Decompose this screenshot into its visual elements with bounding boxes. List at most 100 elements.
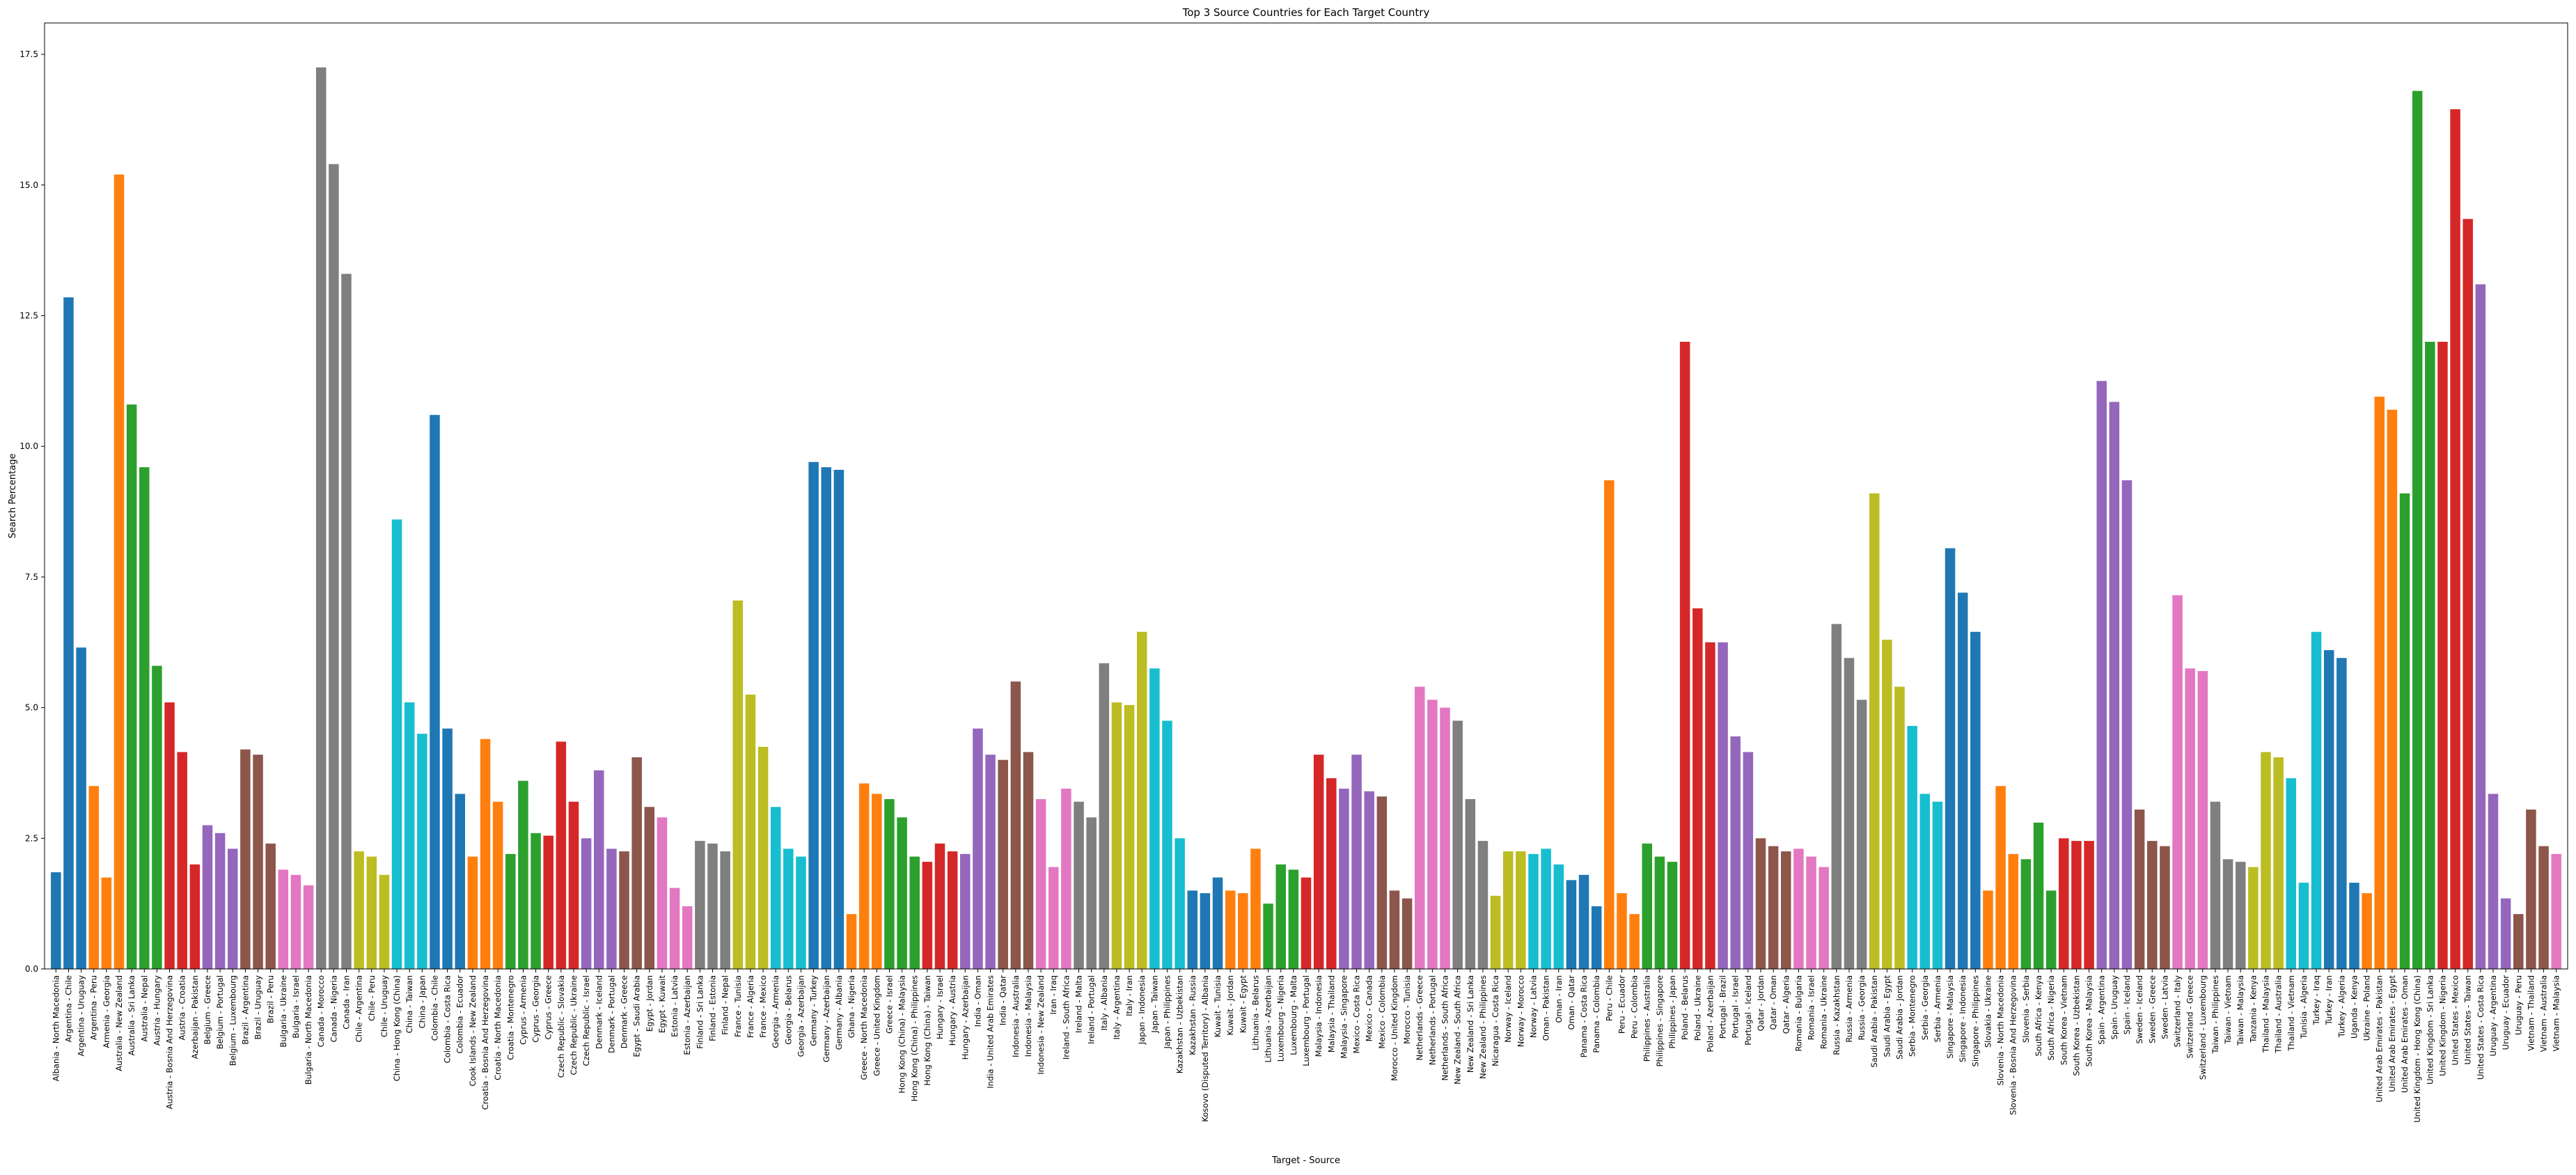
bar [998,759,1008,969]
bar [2286,778,2297,969]
bar [1654,856,1665,969]
bar [1553,864,1564,969]
bar [1831,624,1842,969]
x-tick-label: China - Japan [417,975,427,1028]
bar [644,807,655,969]
x-tick-label: Finland - Estonia [708,975,718,1041]
x-tick-label: Hong Kong (China) - Taiwan [922,975,932,1086]
x-tick-label: Netherlands - Portugal [1427,975,1437,1065]
x-tick-label: Georgia - Armenia [771,975,780,1048]
x-tick-label: Greece - Israel [884,975,894,1034]
x-tick-label: Philippines - Japan [1667,975,1677,1049]
x-tick-label: Croatia - Montenegro [505,975,515,1060]
x-tick-label: Saudi Arabia - Pakistan [1869,975,1879,1068]
bar [2425,342,2435,969]
x-tick-label: India - Oman [973,975,982,1027]
x-tick-label: Qatar - Oman [1768,975,1778,1030]
bar [265,843,276,969]
bar [720,851,730,969]
x-tick-label: Cook Islands - New Zealand [468,975,478,1087]
bar [455,794,465,969]
x-tick-label: Estonia - Latvia [670,975,680,1037]
x-tick-label: Netherlands - Greece [1415,975,1424,1061]
bar [1010,681,1021,969]
bar [2222,859,2233,969]
bar [1970,631,1981,969]
x-tick-label: Netherlands - South Africa [1440,975,1450,1080]
bar [1250,849,1261,969]
bar [594,770,604,969]
x-tick-label: Sweden - Iceland [2135,975,2144,1044]
bar [2008,853,2018,969]
bar [1856,700,1867,969]
bar [1465,798,1476,969]
bar [1238,893,1248,969]
bar [897,817,907,969]
bar [821,467,832,969]
x-tick-label: Oman - Iran [1554,975,1564,1023]
bar [480,739,491,969]
bar [1086,817,1097,969]
bar [2500,898,2511,969]
bar [315,67,327,970]
x-tick-label: Hong Kong (China) - Malaysia [897,975,907,1094]
bar [88,786,99,969]
bar [2311,631,2322,969]
bar [113,174,125,970]
x-tick-label: Japan - Philippines [1162,975,1172,1050]
bar [518,780,528,969]
x-tick-label: Oman - Qatar [1566,975,1576,1030]
x-tick-label: Kuwait - Egypt [1238,975,1248,1034]
bar [1995,786,2006,969]
x-tick-label: Italy - Iran [1124,975,1134,1016]
x-tick-label: United Kingdom - Hong Kong (China) [2412,975,2422,1123]
x-tick-label: Argentina - Peru [89,975,99,1040]
x-tick-label: Argentina - Uruguay [77,975,86,1057]
x-tick-label: Russia - Armenia [1844,975,1854,1043]
bar [1212,877,1223,969]
bar [556,741,567,969]
x-tick-label: Norway - Latvia [1528,975,1538,1038]
bar [492,801,503,969]
bar [745,694,756,969]
x-tick-label: New Zealand - Sri Lanka [1466,975,1475,1073]
x-tick-label: Slovakia - Ukraine [1983,975,1993,1048]
x-tick-label: United States - Taiwan [2463,975,2473,1064]
bar [1743,752,1754,969]
x-tick-label: Malaysia - Singapore [1339,975,1349,1059]
bar [1919,794,1931,969]
bar [2147,841,2158,969]
x-tick-label: Poland - Azerbaijan [1705,975,1715,1052]
x-tick-label: Egypt - Jordan [645,975,654,1032]
x-tick-label: Albania - North Macedonia [51,975,61,1081]
bar [1111,702,1122,969]
bar [1932,801,1943,969]
bar [164,702,175,969]
x-tick-label: United Kingdom - Sri Lanka [2425,975,2435,1085]
x-tick-label: Croatia - North Macedonia [493,975,503,1080]
x-tick-label: Cyprus - Georgia [531,975,541,1043]
x-tick-label: United Arab Emirates - Pakistan [2375,975,2385,1103]
x-tick-label: Greece - North Macedonia [859,975,869,1080]
bar [2261,752,2271,969]
bar [2526,810,2536,969]
bar [833,469,845,969]
x-tick-label: Uruguay - Ecuador [2501,975,2511,1050]
x-tick-label: Mexico - Costa Rica [1352,975,1362,1053]
x-tick-label: Bulgaria - North Macedonia [304,975,313,1085]
x-tick-label: Morocco - Tunisia [1402,975,1412,1044]
bar [1705,642,1715,969]
bar [2362,893,2372,969]
x-tick-label: United States - Mexico [2451,975,2460,1066]
bar [1869,493,1880,969]
bar [1819,867,1829,969]
x-tick-label: Luxembourg - Malta [1289,975,1298,1055]
bar [2045,890,2057,969]
bar [2273,757,2284,969]
bar [2374,396,2385,969]
bar [1023,752,1034,969]
bar [126,404,137,969]
x-tick-label: United Kingdom - Nigeria [2437,975,2447,1076]
bar [858,783,870,969]
